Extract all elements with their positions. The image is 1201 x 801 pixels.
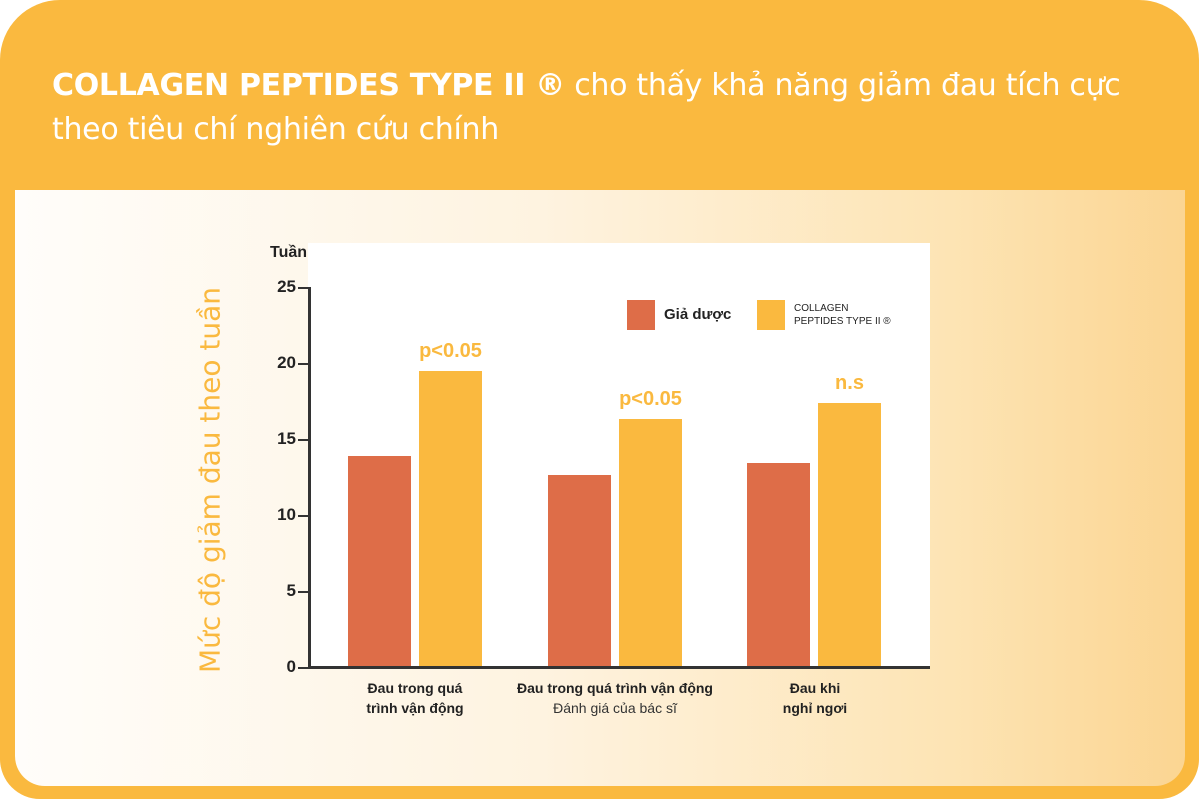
y-tick (298, 287, 310, 289)
significance-label: p<0.05 (419, 339, 482, 362)
y-tick (298, 515, 310, 517)
legend-label-collagen: COLLAGEN PEPTIDES TYPE II ® (794, 302, 891, 328)
category-line1: Đau trong quá trình vận động (517, 680, 713, 696)
bar-collagen (619, 419, 682, 667)
legend-swatch-collagen (757, 300, 785, 330)
legend-label-collagen-line2: PEPTIDES TYPE II ® (794, 316, 891, 327)
y-tick (298, 363, 310, 365)
category-line1: Đau trong quá (367, 680, 463, 696)
y-tick-label: 15 (277, 429, 296, 448)
category-subtitle: Đánh giá của bác sĩ (553, 700, 677, 716)
y-tick (298, 667, 310, 669)
bar-placebo (548, 475, 611, 667)
category-line2: nghỉ ngơi (782, 700, 848, 716)
y-tick-label: 10 (277, 505, 296, 524)
y-tick (298, 439, 310, 441)
legend-label-collagen-line1: COLLAGEN (794, 303, 849, 314)
bar-collagen (818, 402, 881, 667)
category-line2: trình vận động (366, 700, 464, 716)
y-tick-label: 5 (286, 581, 296, 600)
category-label: Đau trong quá trình vận động Đánh giá củ… (495, 678, 735, 718)
y-tick-label: 25 (277, 277, 296, 296)
category-label: Đau trong quá trình vận động (330, 678, 500, 718)
significance-label: n.s (835, 371, 864, 394)
y-axis-unit: Tuần (270, 244, 308, 261)
y-tick-label: 0 (286, 657, 296, 676)
legend-label-placebo: Giả dược (664, 306, 732, 323)
legend-swatch-placebo (627, 300, 655, 330)
title-bold: COLLAGEN PEPTIDES TYPE II ® (52, 68, 565, 103)
y-tick (298, 591, 310, 593)
category-line1: Đau khi (789, 680, 841, 696)
y-axis-line (308, 287, 311, 669)
category-label: Đau khi nghỉ ngơi (735, 678, 895, 718)
bar-collagen (419, 370, 482, 667)
significance-label: p<0.05 (619, 388, 682, 411)
page-title: COLLAGEN PEPTIDES TYPE II ® cho thấy khả… (52, 64, 1172, 152)
y-axis-title: Mức độ giảm đau theo tuần (193, 286, 227, 674)
x-axis-line (308, 666, 930, 669)
bar-placebo (747, 463, 810, 667)
y-tick-label: 20 (277, 353, 296, 372)
bar-placebo (348, 455, 411, 667)
title-rest: cho thấy khả năng giảm đau tích cực theo… (52, 68, 1121, 147)
